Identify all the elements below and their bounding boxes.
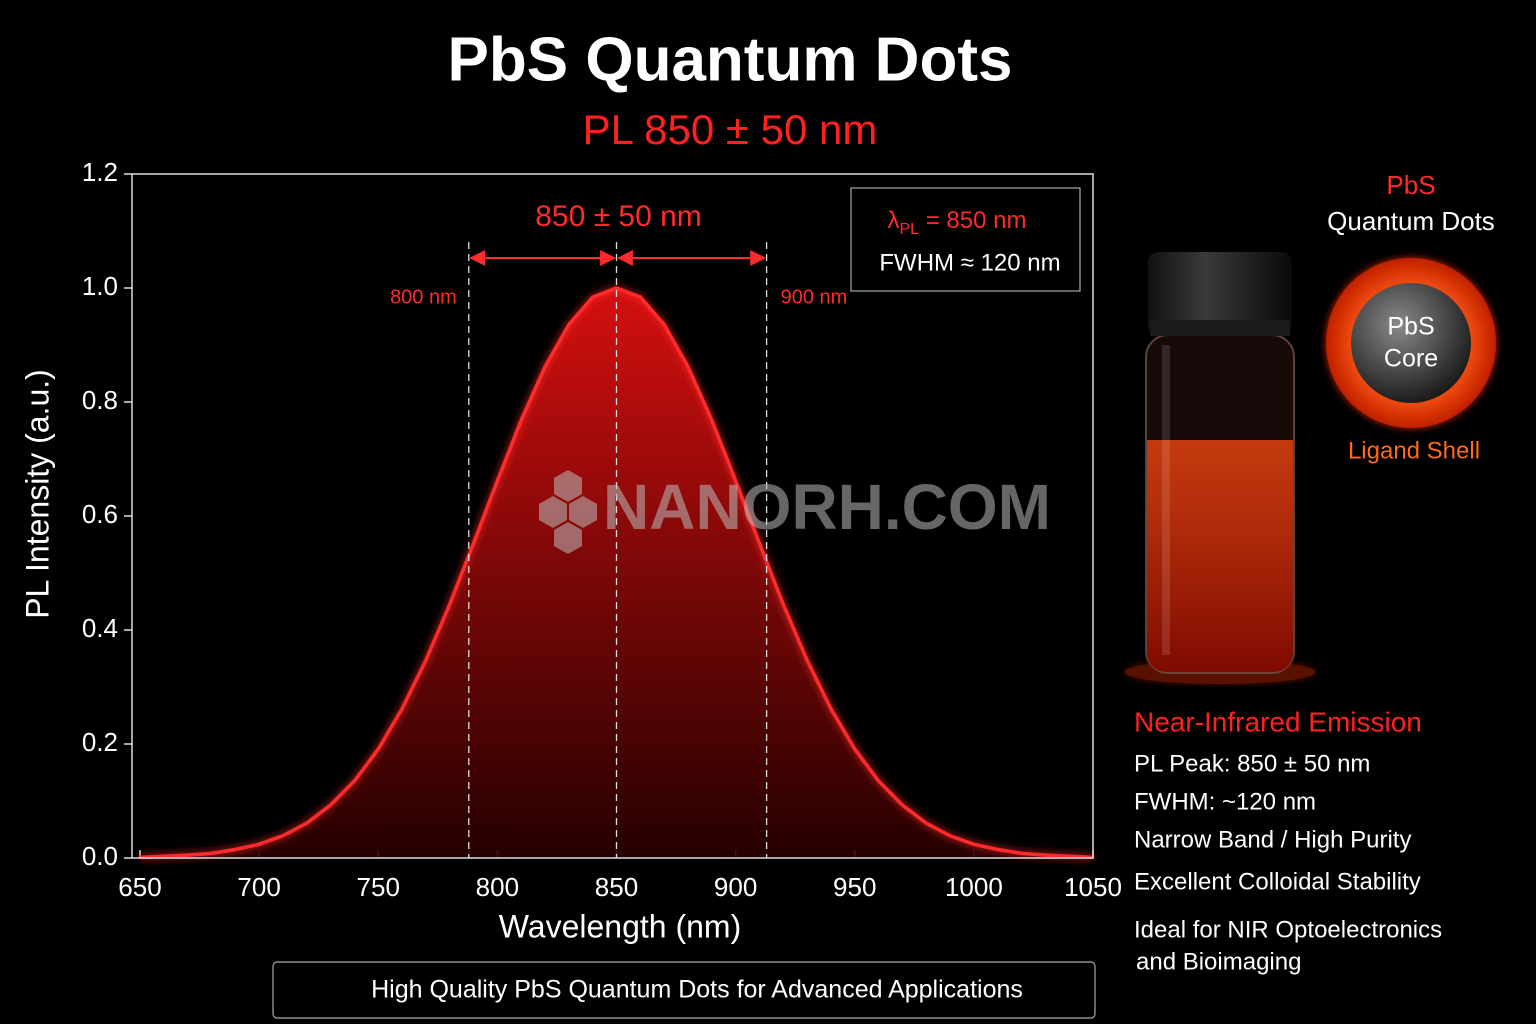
range-label: 850 ± 50 nm xyxy=(535,200,702,233)
x-tick-label: 800 xyxy=(476,872,519,902)
x-tick-label: 650 xyxy=(118,872,161,902)
panel-heading: PbS xyxy=(1386,170,1435,200)
x-tick-label: 700 xyxy=(237,872,280,902)
plot-area: 0.0 0.2 0.4 0.6 0.8 1.0 1.2 650 700 750 800 850 900 9… xyxy=(82,157,1122,902)
chart-title: PbS Quantum Dots xyxy=(448,25,1013,94)
line xyxy=(139,286,1094,860)
feature-item: Ideal for NIR Optoelectronics xyxy=(1134,916,1442,943)
watermark: NANORH.COM xyxy=(539,470,1051,554)
y-tick-label: 1.0 xyxy=(82,271,118,301)
footer-box xyxy=(272,961,1096,1019)
legend-subscript: PL xyxy=(900,221,920,238)
x-tick-label: 950 xyxy=(833,872,876,902)
x-tick-label: 900 xyxy=(714,872,757,902)
y-tick-label: 0.4 xyxy=(82,613,118,643)
x-tick-label: 850 xyxy=(595,872,638,902)
feature-item: Narrow Band / High Purity xyxy=(1134,826,1411,853)
x-tick-label: 1050 xyxy=(1064,872,1122,902)
y-tick-label: 0.6 xyxy=(82,499,118,529)
shell-label: Ligand Shell xyxy=(1348,437,1480,464)
feature-item: Excellent Colloidal Stability xyxy=(1134,868,1421,895)
legend-lambda: λPL = 850 nm xyxy=(888,207,1027,238)
core-label: PbS xyxy=(1387,313,1434,341)
legend-fwhm: FWHM ≈ 120 nm xyxy=(879,249,1060,276)
legend-text: = 850 nm xyxy=(919,207,1026,234)
feature-item: and Bioimaging xyxy=(1136,948,1301,975)
vial xyxy=(1125,252,1315,684)
footer-text: High Quality PbS Quantum Dots for Advanc… xyxy=(371,976,1023,1004)
legend-symbol: λ xyxy=(888,207,900,234)
core-label: Core xyxy=(1384,345,1438,373)
y-tick-label: 0.8 xyxy=(82,385,118,415)
x-tick-label: 1000 xyxy=(945,872,1003,902)
feature-item: PL Peak: 850 ± 50 nm xyxy=(1134,750,1370,777)
emission-title: Near-Infrared Emission xyxy=(1134,706,1422,737)
quantum-dot xyxy=(1326,258,1496,428)
chart-subtitle: PL 850 ± 50 nm xyxy=(583,106,878,153)
x-tick-label: 750 xyxy=(357,872,400,902)
line-label: 800 nm xyxy=(390,286,457,308)
y-tick-label: 0.0 xyxy=(82,841,118,871)
y-axis-label: PL Intensity (a.u.) xyxy=(19,369,55,619)
feature-list: PL Peak: 850 ± 50 nm FWHM: ~120 nm Narrow … xyxy=(1134,750,1442,975)
y-tick-label: 1.2 xyxy=(82,157,118,187)
watermark-text: NANORH.COM xyxy=(603,471,1051,543)
plot-frame xyxy=(131,173,1094,859)
feature-item: FWHM: ~120 nm xyxy=(1134,788,1316,815)
panel-heading2: Quantum Dots xyxy=(1327,206,1495,236)
line-label: 900 nm xyxy=(781,286,848,308)
y-tick-label: 0.2 xyxy=(82,727,118,757)
x-axis-label: Wavelength (nm) xyxy=(499,908,741,944)
legend-box xyxy=(850,187,1081,292)
